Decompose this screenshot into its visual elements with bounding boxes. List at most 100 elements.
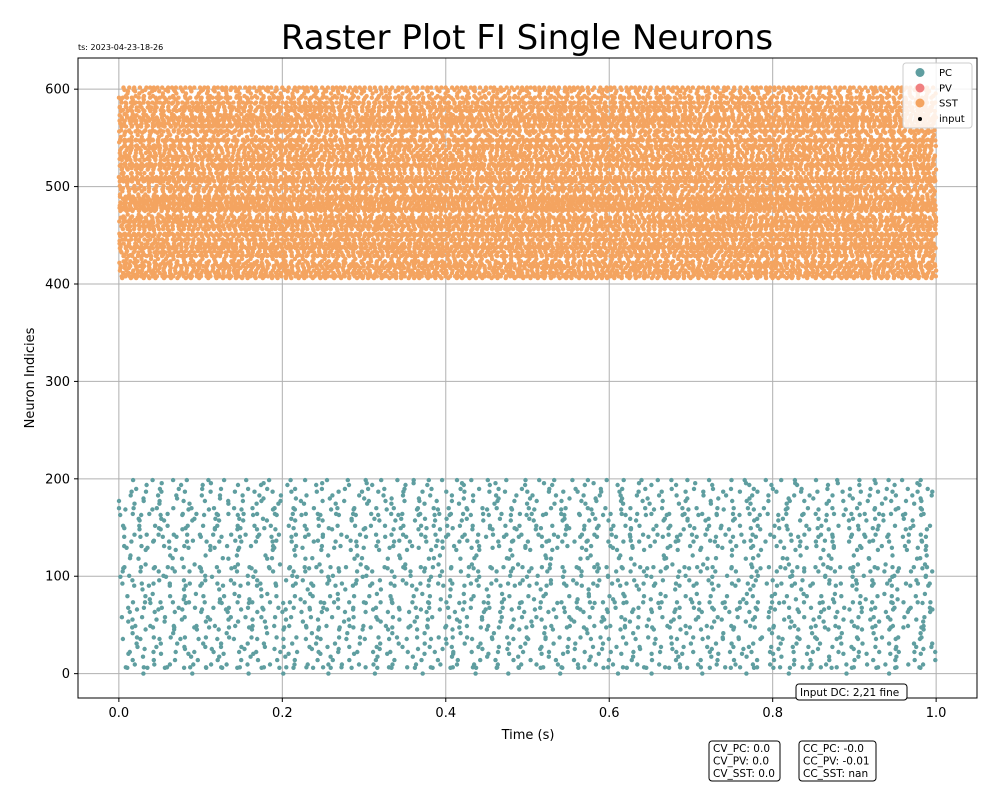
spike-point (667, 511, 672, 517)
spike-point (622, 623, 628, 629)
spike-point (374, 543, 379, 549)
spike-point (907, 241, 913, 246)
spike-point (894, 644, 899, 650)
spike-point (689, 241, 694, 246)
spike-point (783, 566, 788, 571)
spike-point (838, 581, 843, 586)
spike-point (652, 641, 657, 646)
spike-point (716, 583, 721, 588)
spike-point (469, 545, 474, 550)
spike-point (345, 631, 350, 636)
spike-point (531, 597, 537, 602)
spike-point (870, 526, 875, 531)
spike-point (255, 609, 260, 615)
spike-point (714, 662, 719, 667)
spike-point (562, 569, 567, 574)
spike-point (608, 623, 613, 629)
spike-point (181, 274, 186, 279)
spike-point (640, 241, 646, 246)
spike-point (681, 527, 686, 532)
spike-point (292, 486, 298, 492)
spike-point (543, 591, 548, 597)
spike-point (386, 665, 392, 670)
spike-point (138, 569, 143, 574)
spike-point (548, 581, 554, 586)
spike-point (641, 569, 647, 574)
spike-point (770, 578, 775, 583)
spike-point (306, 566, 312, 571)
spike-point (796, 627, 801, 632)
spike-point (489, 635, 495, 640)
spike-point (343, 565, 349, 570)
spike-point (539, 565, 545, 570)
spike-point (713, 641, 719, 646)
spike-point (450, 627, 455, 632)
spike-point (253, 569, 258, 574)
spike-point (302, 477, 308, 483)
spike-point (552, 477, 557, 483)
spike-point (137, 523, 142, 528)
spike-point (383, 498, 388, 504)
spike-point (151, 649, 156, 655)
spike-point (327, 578, 332, 583)
spike-point (464, 635, 470, 640)
spike-point (592, 623, 597, 629)
spike-point (260, 516, 266, 521)
spike-point (815, 489, 820, 494)
spike-point (491, 274, 497, 279)
spike-point (582, 260, 587, 265)
spike-point (130, 617, 135, 622)
spike-point (662, 665, 668, 670)
spike-point (478, 657, 483, 663)
spike-point (389, 532, 394, 537)
spike-point (510, 553, 515, 558)
spike-point (221, 651, 226, 656)
spike-point (145, 545, 150, 550)
spike-point (291, 569, 296, 574)
spike-point (412, 619, 417, 624)
spike-point (129, 539, 134, 544)
spike-point (439, 259, 445, 264)
spike-point (595, 583, 600, 588)
spike-point (550, 482, 555, 488)
spike-point (444, 641, 449, 646)
spike-point (787, 665, 793, 670)
spike-point (908, 583, 913, 588)
spike-point (889, 498, 894, 504)
spike-point (915, 545, 920, 550)
spike-point (614, 644, 619, 650)
spike-point (906, 532, 911, 537)
spike-point (755, 489, 760, 494)
spike-point (875, 489, 881, 494)
spike-point (829, 665, 834, 670)
spike-point (167, 545, 172, 550)
spike-point (842, 605, 847, 610)
spike-point (135, 644, 140, 650)
spike-point (715, 506, 720, 511)
spike-point (368, 523, 374, 528)
spike-point (590, 511, 595, 517)
spike-point (352, 523, 358, 528)
spike-point (404, 581, 409, 586)
spike-point (710, 482, 715, 488)
spike-point (836, 625, 842, 630)
spike-point (141, 665, 146, 670)
spike-point (498, 583, 503, 588)
spike-point (346, 617, 351, 622)
spike-point (233, 241, 239, 246)
spike-point (889, 594, 894, 599)
spike-point (509, 506, 514, 511)
spike-point (199, 581, 205, 586)
spike-point (248, 654, 253, 659)
spike-point (123, 665, 128, 670)
spike-point (895, 597, 900, 602)
spike-point (259, 594, 264, 599)
spike-point (299, 512, 304, 518)
spike-point (444, 516, 449, 521)
spike-point (928, 600, 933, 605)
spike-point (212, 623, 218, 629)
spike-point (260, 605, 265, 610)
spike-point (447, 274, 453, 279)
spike-point (243, 532, 248, 537)
spike-point (802, 566, 807, 571)
